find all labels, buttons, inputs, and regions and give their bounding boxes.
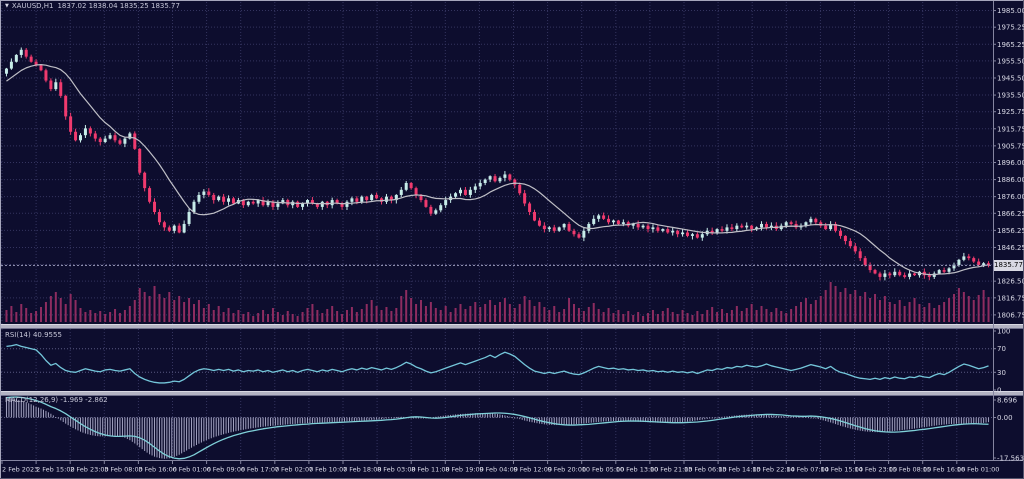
svg-text:16 Feb 01:00: 16 Feb 01:00 bbox=[957, 466, 1000, 474]
svg-text:1905.75: 1905.75 bbox=[997, 142, 1024, 150]
svg-text:7 Feb 10:00: 7 Feb 10:00 bbox=[309, 466, 348, 474]
svg-text:13 Feb 22:00: 13 Feb 22:00 bbox=[752, 466, 795, 474]
svg-text:-17.563: -17.563 bbox=[997, 455, 1024, 463]
macd-axis-labels: 8.696 0.00 -17.563 bbox=[993, 397, 1024, 463]
svg-text:6 Feb 01:00: 6 Feb 01:00 bbox=[173, 466, 212, 474]
macd-indicator-label: MACD(12,26,9) -1.969 -2.862 bbox=[5, 396, 108, 404]
svg-text:9 Feb 12:00: 9 Feb 12:00 bbox=[514, 466, 553, 474]
svg-text:1856.25: 1856.25 bbox=[997, 227, 1024, 235]
svg-text:14 Feb 15:00: 14 Feb 15:00 bbox=[820, 466, 863, 474]
svg-text:1975.25: 1975.25 bbox=[997, 24, 1024, 32]
svg-text:6 Feb 09:00: 6 Feb 09:00 bbox=[207, 466, 246, 474]
rsi-line bbox=[6, 343, 989, 384]
svg-text:10 Feb 21:00: 10 Feb 21:00 bbox=[650, 466, 693, 474]
candles bbox=[4, 47, 991, 281]
svg-text:10 Feb 13:00: 10 Feb 13:00 bbox=[616, 466, 659, 474]
svg-text:1985.00: 1985.00 bbox=[997, 7, 1024, 15]
rsi-axis-labels: 100 70 30 0 bbox=[993, 328, 1010, 395]
svg-text:9 Feb 20:00: 9 Feb 20:00 bbox=[548, 466, 587, 474]
svg-text:1925.75: 1925.75 bbox=[997, 108, 1024, 116]
svg-text:1866.25: 1866.25 bbox=[997, 210, 1024, 218]
svg-text:1876.00: 1876.00 bbox=[997, 193, 1024, 201]
ma-line bbox=[6, 64, 989, 276]
svg-text:1806.75: 1806.75 bbox=[997, 311, 1024, 319]
svg-text:2 Feb 15:00: 2 Feb 15:00 bbox=[36, 466, 75, 474]
svg-text:14 Feb 07:00: 14 Feb 07:00 bbox=[786, 466, 829, 474]
svg-text:8 Feb 03:00: 8 Feb 03:00 bbox=[377, 466, 416, 474]
svg-text:0.00: 0.00 bbox=[997, 414, 1013, 422]
svg-text:1945.50: 1945.50 bbox=[997, 74, 1024, 82]
svg-text:6 Feb 17:00: 6 Feb 17:00 bbox=[241, 466, 280, 474]
svg-text:1935.50: 1935.50 bbox=[997, 92, 1024, 100]
volume-bars bbox=[5, 282, 990, 322]
svg-text:15 Feb 16:00: 15 Feb 16:00 bbox=[923, 466, 966, 474]
pane-separators bbox=[0, 324, 1024, 396]
chart-title: ▼ XAUUSD,H1 1837.02 1838.04 1835.25 1835.7… bbox=[5, 2, 184, 10]
svg-text:7 Feb 02:00: 7 Feb 02:00 bbox=[275, 466, 314, 474]
macd-histogram bbox=[5, 397, 990, 459]
svg-text:1846.25: 1846.25 bbox=[997, 244, 1024, 252]
svg-text:9 Feb 04:00: 9 Feb 04:00 bbox=[479, 466, 518, 474]
svg-text:1816.75: 1816.75 bbox=[997, 294, 1024, 302]
svg-text:13 Feb 14:00: 13 Feb 14:00 bbox=[718, 466, 761, 474]
symbol-marker-icon: ▼ bbox=[5, 3, 9, 9]
svg-text:13 Feb 06:00: 13 Feb 06:00 bbox=[684, 466, 727, 474]
svg-text:1896.00: 1896.00 bbox=[997, 159, 1024, 167]
macd-line bbox=[6, 396, 989, 460]
svg-text:1915.75: 1915.75 bbox=[997, 125, 1024, 133]
svg-text:3 Feb 08:00: 3 Feb 08:00 bbox=[104, 466, 143, 474]
svg-text:0: 0 bbox=[997, 387, 1001, 395]
indicator-level-lines bbox=[1, 348, 993, 418]
svg-text:3 Feb 16:00: 3 Feb 16:00 bbox=[138, 466, 177, 474]
svg-text:2 Feb 2023: 2 Feb 2023 bbox=[2, 466, 38, 474]
svg-text:8 Feb 11:00: 8 Feb 11:00 bbox=[411, 466, 450, 474]
svg-text:100: 100 bbox=[997, 328, 1010, 336]
svg-text:2 Feb 23:00: 2 Feb 23:00 bbox=[70, 466, 109, 474]
svg-text:14 Feb 23:00: 14 Feb 23:00 bbox=[855, 466, 898, 474]
svg-text:10 Feb 05:00: 10 Feb 05:00 bbox=[582, 466, 625, 474]
rsi-indicator-label: RSI(14) 40.9555 bbox=[5, 331, 62, 339]
svg-text:8 Feb 19:00: 8 Feb 19:00 bbox=[445, 466, 484, 474]
ohlc-values: 1837.02 1838.04 1835.25 1835.77 bbox=[57, 2, 180, 10]
svg-text:1965.25: 1965.25 bbox=[997, 41, 1024, 49]
price-axis-labels: 1985.00 1975.25 1965.25 1955.50 1945.50 1935.… bbox=[993, 7, 1024, 319]
svg-text:8.696: 8.696 bbox=[997, 397, 1018, 405]
svg-text:30: 30 bbox=[997, 369, 1006, 377]
svg-text:1955.50: 1955.50 bbox=[997, 57, 1024, 65]
svg-text:1886.00: 1886.00 bbox=[997, 176, 1024, 184]
svg-text:70: 70 bbox=[997, 345, 1006, 353]
symbol-period-label: XAUUSD,H1 bbox=[11, 2, 54, 10]
svg-text:7 Feb 18:00: 7 Feb 18:00 bbox=[343, 466, 382, 474]
current-price-tag: 1835.77 bbox=[994, 260, 1023, 271]
svg-text:1826.50: 1826.50 bbox=[997, 278, 1024, 286]
grid-horizontal bbox=[1, 10, 993, 316]
svg-text:15 Feb 08:00: 15 Feb 08:00 bbox=[889, 466, 932, 474]
